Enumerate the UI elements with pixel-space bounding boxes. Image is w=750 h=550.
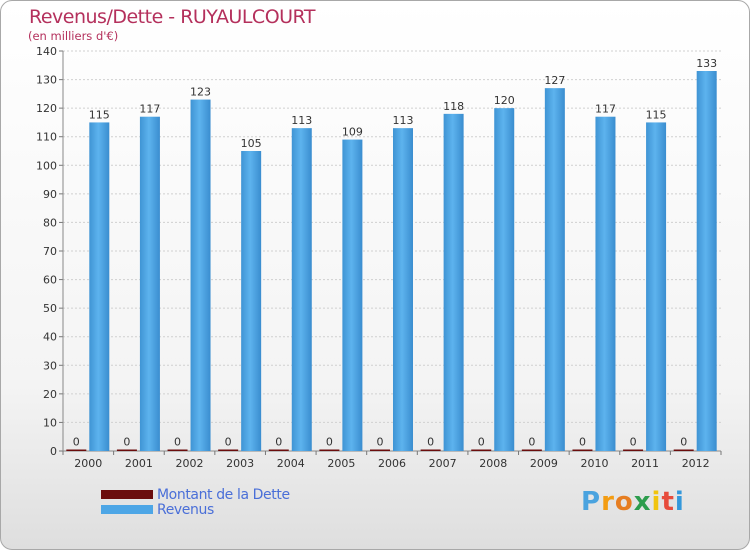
legend-item-dette[interactable]: Montant de la Dette (101, 486, 290, 503)
legend-label-revenus: Revenus (157, 501, 214, 518)
bar-dette (167, 449, 188, 451)
bar-revenus (241, 151, 262, 451)
data-label-dette: 0 (528, 436, 535, 449)
legend-swatch-revenus (101, 505, 153, 514)
y-tick-label: 80 (43, 216, 57, 229)
x-tick-label: 2010 (580, 457, 608, 470)
data-label-revenus: 118 (443, 100, 464, 113)
bar-revenus (595, 116, 616, 451)
y-tick-label: 70 (43, 245, 57, 258)
y-tick-label: 120 (36, 102, 57, 115)
chart-subtitle: (en milliers d'€) (28, 29, 119, 43)
y-tick-label: 130 (36, 74, 57, 87)
legend-label-dette: Montant de la Dette (157, 486, 290, 503)
legend-item-revenus[interactable]: Revenus (101, 501, 290, 518)
brand-letter: i (674, 487, 685, 517)
x-tick-label: 2005 (327, 457, 355, 470)
data-label-revenus: 115 (646, 108, 667, 121)
bar-revenus (494, 108, 515, 452)
bar-dette (471, 449, 492, 451)
bar-revenus (342, 139, 363, 452)
data-label-revenus: 117 (139, 103, 160, 116)
bar-revenus (89, 122, 110, 451)
x-tick-label: 2002 (176, 457, 204, 470)
y-tick-label: 100 (36, 159, 57, 172)
bar-dette (370, 449, 390, 451)
data-label-revenus: 115 (89, 108, 110, 121)
bar-revenus (190, 99, 211, 452)
x-tick-label: 2008 (479, 457, 507, 470)
data-label-dette: 0 (377, 436, 384, 449)
x-tick-label: 2003 (226, 457, 254, 470)
data-label-dette: 0 (630, 436, 637, 449)
data-label-dette: 0 (73, 436, 80, 449)
bar-dette (572, 449, 593, 451)
brand-logo: Proxiti (581, 487, 685, 517)
data-label-dette: 0 (478, 436, 485, 449)
brand-letter: r (601, 487, 615, 517)
data-label-dette: 0 (275, 436, 282, 449)
x-tick-label: 2007 (429, 457, 457, 470)
data-label-dette: 0 (579, 436, 586, 449)
y-tick-label: 0 (50, 445, 57, 458)
bar-revenus (291, 128, 312, 451)
data-label-dette: 0 (680, 436, 687, 449)
y-tick-label: 110 (36, 131, 57, 144)
y-tick-label: 10 (43, 416, 57, 429)
y-tick-label: 40 (43, 331, 57, 344)
y-tick-label: 20 (43, 388, 57, 401)
bar-revenus (544, 88, 565, 452)
x-tick-label: 2000 (74, 457, 102, 470)
data-label-revenus: 123 (190, 86, 211, 99)
x-tick-label: 2004 (277, 457, 305, 470)
chart-title: Revenus/Dette - RUYAULCOURT (29, 6, 315, 28)
y-tick-label: 30 (43, 359, 57, 372)
bar-dette (218, 449, 239, 451)
bar-dette (116, 449, 137, 451)
bar-dette (420, 449, 441, 451)
bar-revenus (443, 113, 464, 451)
x-tick-label: 2006 (378, 457, 406, 470)
brand-letter: t (661, 487, 675, 517)
data-label-revenus: 113 (291, 114, 312, 127)
bar-revenus (393, 128, 413, 451)
brand-letter: P (581, 487, 602, 517)
data-label-revenus: 127 (544, 74, 565, 87)
data-label-dette: 0 (123, 436, 130, 449)
data-label-revenus: 117 (595, 103, 616, 116)
y-tick-label: 50 (43, 302, 57, 315)
bar-dette (66, 449, 87, 451)
bar-dette (319, 449, 340, 451)
x-tick-label: 2001 (125, 457, 153, 470)
brand-letter: x (633, 487, 652, 517)
bar-dette (268, 449, 289, 451)
data-label-revenus: 133 (696, 57, 717, 70)
y-tick-label: 90 (43, 188, 57, 201)
x-tick-label: 2009 (530, 457, 558, 470)
brand-letter: i (651, 487, 662, 517)
brand-letter: o (614, 487, 634, 517)
data-label-revenus: 120 (494, 94, 515, 107)
x-tick-label: 2011 (631, 457, 659, 470)
data-label-dette: 0 (427, 436, 434, 449)
x-tick-label: 2012 (682, 457, 710, 470)
bar-dette (673, 449, 694, 451)
legend: Montant de la Dette Revenus (101, 486, 290, 518)
bar-revenus (646, 122, 667, 451)
y-tick-label: 140 (36, 45, 57, 58)
data-label-revenus: 105 (241, 137, 262, 150)
bar-revenus (139, 116, 160, 451)
data-label-dette: 0 (174, 436, 181, 449)
data-label-dette: 0 (225, 436, 232, 449)
data-label-revenus: 113 (393, 114, 414, 127)
bar-revenus (696, 71, 717, 451)
bar-dette (521, 449, 542, 451)
legend-swatch-dette (101, 490, 153, 499)
data-label-dette: 0 (326, 436, 333, 449)
data-label-revenus: 109 (342, 126, 363, 139)
y-tick-label: 60 (43, 274, 57, 287)
bar-dette (623, 449, 644, 451)
